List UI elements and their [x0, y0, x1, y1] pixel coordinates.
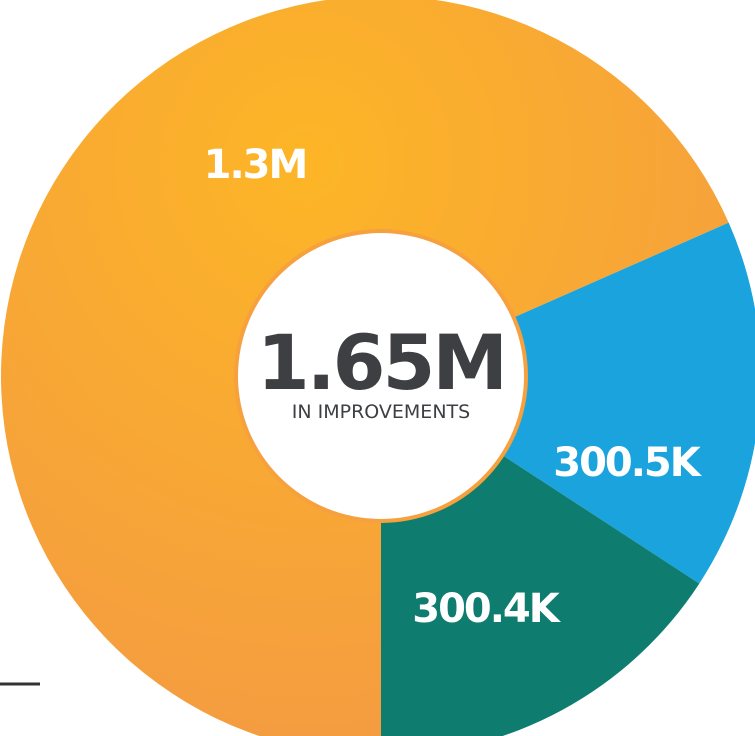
slice-label-1.3M: 1.3M	[204, 142, 307, 188]
center-caption: IN IMPROVEMENTS	[292, 401, 470, 423]
slice-labels-group: 1.3M 300.5K 300.4K	[204, 142, 705, 632]
donut-center	[238, 233, 524, 519]
center-total-value: 1.65M	[257, 318, 505, 407]
slice-label-300.4K: 300.4K	[412, 586, 562, 632]
slice-300.5K	[498, 222, 755, 584]
slice-1.3M	[1, 0, 729, 736]
slice-300.4K	[381, 452, 700, 736]
slice-label-300.5K: 300.5K	[553, 440, 703, 486]
